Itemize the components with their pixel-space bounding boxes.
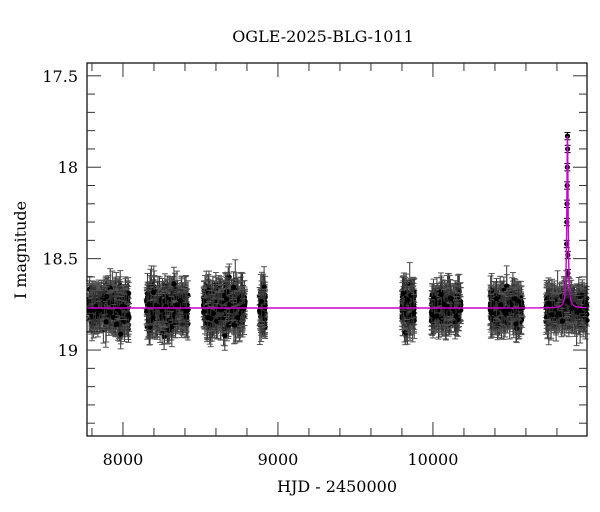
plot-axes: 8000 9000 10000 17.5 18 18.5 19 bbox=[42, 62, 588, 469]
y-tick-label: 18 bbox=[58, 158, 78, 177]
y-tick-label: 18.5 bbox=[42, 250, 78, 269]
y-tick-label: 19 bbox=[58, 341, 78, 360]
data-points bbox=[85, 131, 590, 351]
x-tick-label: 9000 bbox=[258, 450, 299, 469]
x-tick-label: 8000 bbox=[103, 450, 144, 469]
x-tick-label: 10000 bbox=[407, 450, 458, 469]
y-axis-label: I magnitude bbox=[11, 201, 30, 299]
chart-title: OGLE-2025-BLG-1011 bbox=[232, 27, 414, 46]
x-axis-label: HJD - 2450000 bbox=[277, 477, 397, 496]
model-curve bbox=[87, 136, 587, 309]
y-tick-label: 17.5 bbox=[42, 67, 78, 86]
